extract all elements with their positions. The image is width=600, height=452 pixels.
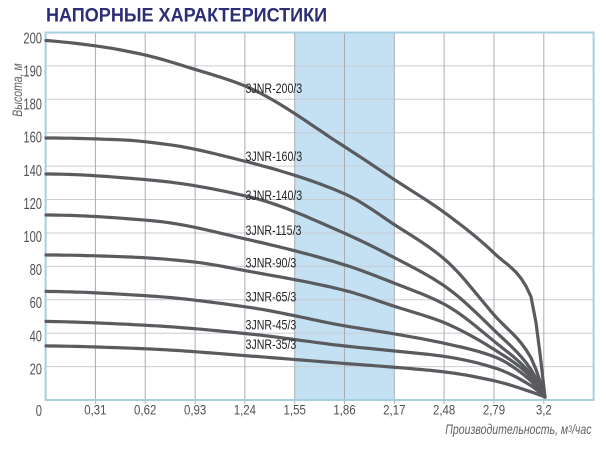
svg-text:2,17: 2,17 (383, 403, 405, 418)
svg-text:60: 60 (30, 294, 42, 311)
svg-text:40: 40 (30, 328, 42, 345)
svg-text:3JNR-45/3: 3JNR-45/3 (246, 317, 297, 333)
svg-text:3JNR-35/3: 3JNR-35/3 (246, 337, 297, 353)
svg-text:Производительность, м3/час: Производительность, м3/час (445, 422, 591, 438)
svg-text:180: 180 (23, 96, 42, 113)
svg-text:3JNR-65/3: 3JNR-65/3 (246, 289, 297, 305)
svg-text:3JNR-160/3: 3JNR-160/3 (246, 149, 303, 165)
svg-text:3JNR-140/3: 3JNR-140/3 (246, 187, 303, 203)
svg-text:0: 0 (36, 402, 42, 419)
svg-text:3JNR-90/3: 3JNR-90/3 (246, 255, 297, 271)
svg-text:100: 100 (23, 228, 42, 245)
svg-text:0,31: 0,31 (84, 403, 106, 418)
svg-text:0,62: 0,62 (134, 403, 156, 418)
svg-text:1,86: 1,86 (333, 403, 355, 418)
svg-text:1,55: 1,55 (284, 403, 306, 418)
svg-text:3JNR-115/3: 3JNR-115/3 (246, 222, 302, 238)
svg-text:140: 140 (23, 162, 42, 179)
svg-text:1,24: 1,24 (234, 403, 256, 418)
svg-text:3JNR-200/3: 3JNR-200/3 (246, 81, 303, 97)
svg-text:120: 120 (23, 195, 42, 212)
svg-text:НАПОРНЫЕ ХАРАКТЕРИСТИКИ: НАПОРНЫЕ ХАРАКТЕРИСТИКИ (46, 4, 327, 26)
svg-text:20: 20 (30, 361, 42, 378)
svg-text:3,2: 3,2 (536, 403, 552, 418)
svg-text:2,48: 2,48 (433, 403, 455, 418)
svg-text:160: 160 (23, 129, 42, 146)
svg-text:2,79: 2,79 (483, 403, 505, 418)
svg-text:Высота, м: Высота, м (10, 63, 26, 117)
svg-text:0,93: 0,93 (184, 403, 206, 418)
svg-text:200: 200 (23, 30, 42, 47)
svg-text:80: 80 (30, 261, 42, 278)
svg-text:190: 190 (23, 63, 42, 80)
